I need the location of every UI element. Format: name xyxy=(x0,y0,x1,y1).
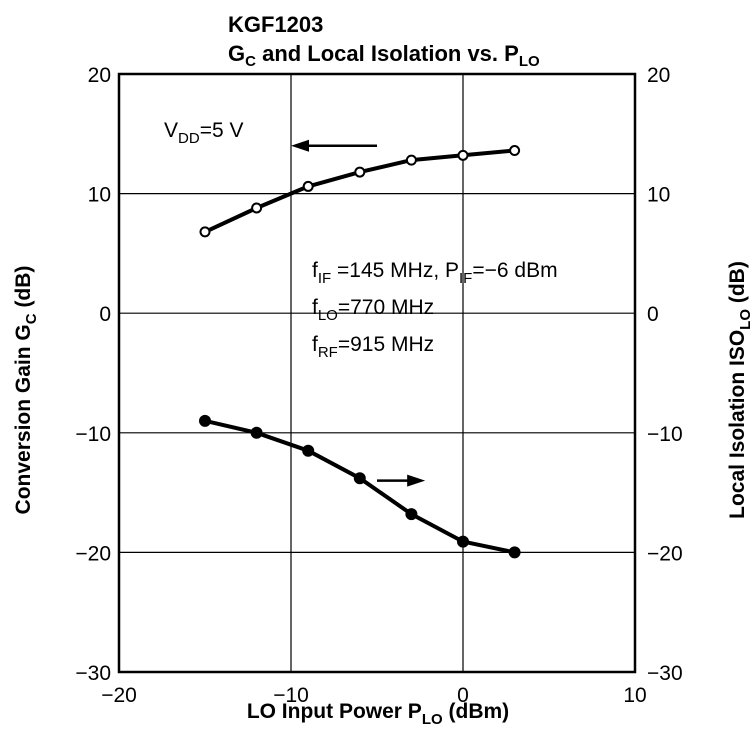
series-line-gain xyxy=(204,148,515,234)
annotation-frf: fRF=915 MHz xyxy=(312,333,434,361)
chart-subtitle: GC and Local Isolation vs. PLO xyxy=(228,41,540,70)
data-point-gain xyxy=(354,166,366,178)
y-tick-label-left: 0 xyxy=(99,303,111,326)
y-tick-label-left: −20 xyxy=(75,542,111,565)
data-point-gain xyxy=(509,145,521,157)
arrow-left-head xyxy=(291,139,309,152)
series-layer xyxy=(199,145,521,559)
data-point-gain xyxy=(457,149,469,161)
x-tick-label: 0 xyxy=(457,684,469,707)
data-point-isolation xyxy=(199,414,211,427)
annotation-flo: fLO=770 MHz xyxy=(312,296,434,324)
y-tick-label-right: 20 xyxy=(647,64,670,87)
plot-area xyxy=(117,72,637,674)
y-tick-label-left: −30 xyxy=(75,662,111,685)
data-point-gain xyxy=(251,202,263,214)
x-tick-label: −10 xyxy=(273,684,309,707)
y-axis-label-left: Conversion Gain GC (dB) xyxy=(12,266,40,515)
y-tick-label-left: 20 xyxy=(88,64,111,87)
y-tick-label-right: −10 xyxy=(647,423,683,446)
y-tick-label-left: 10 xyxy=(88,184,111,207)
data-point-isolation xyxy=(302,444,315,457)
annotation-vdd: VDD=5 V xyxy=(164,119,243,147)
annotation-fif: fIF =145 MHz, PIF=−6 dBm xyxy=(312,259,558,287)
y-tick-label-right: −30 xyxy=(647,662,683,685)
y-tick-label-right: 10 xyxy=(647,184,670,207)
y-tick-label-right: 0 xyxy=(647,303,659,326)
data-point-isolation xyxy=(457,535,469,548)
data-point-isolation xyxy=(250,426,263,439)
y-tick-label-left: −10 xyxy=(75,423,111,446)
chart-title: KGF1203 xyxy=(228,12,323,37)
data-point-isolation xyxy=(405,508,418,521)
grid xyxy=(119,74,635,672)
x-tick-label: −20 xyxy=(101,684,137,707)
series-line-isolation xyxy=(204,418,516,555)
arrow-right-head xyxy=(407,474,426,487)
data-point-gain xyxy=(199,226,211,238)
data-point-isolation xyxy=(508,546,521,559)
data-point-isolation xyxy=(353,472,366,485)
y-axis-label-right: Local Isolation ISOLO (dB) xyxy=(726,261,754,519)
arrows xyxy=(291,139,426,487)
plot-frame xyxy=(117,72,637,674)
data-point-gain xyxy=(302,180,314,192)
x-tick-label: 10 xyxy=(623,684,646,707)
x-axis-label: LO Input Power PLO (dBm) xyxy=(247,700,509,728)
data-point-gain xyxy=(405,154,417,166)
y-tick-label-right: −20 xyxy=(647,542,683,565)
